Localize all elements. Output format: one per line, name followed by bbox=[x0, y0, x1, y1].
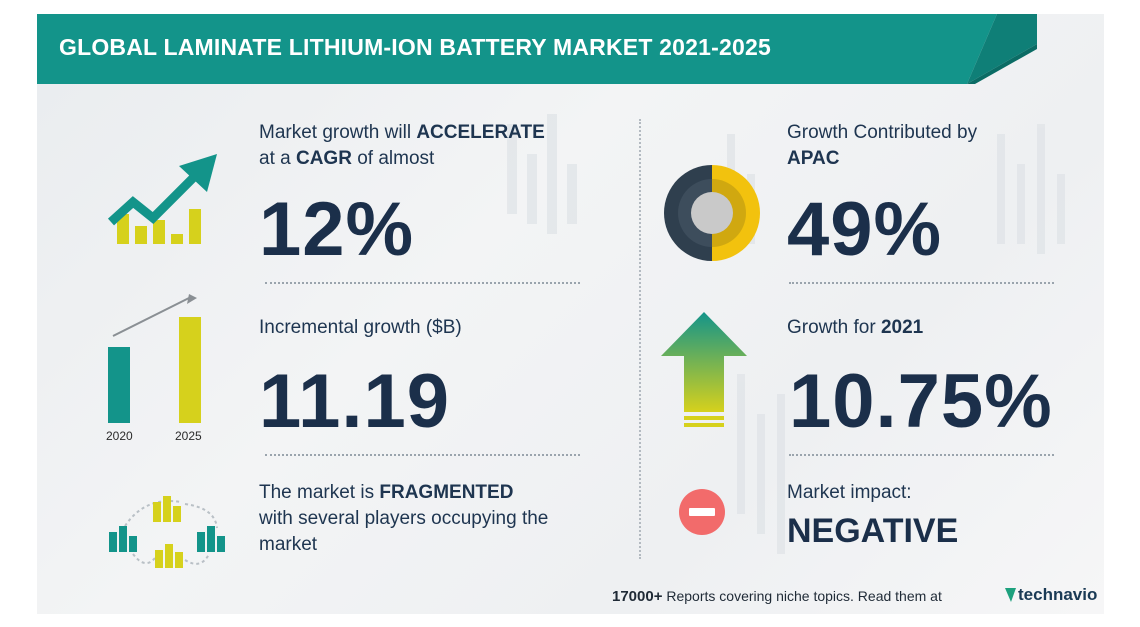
fragmented-caption: The market is FRAGMENTED with several pl… bbox=[259, 482, 549, 555]
bar-growth-icon bbox=[108, 294, 201, 423]
reports-count: 17000+ bbox=[612, 588, 663, 605]
infographic: GLOBAL LAMINATE LITHIUM-ION BATTERY MARK… bbox=[37, 14, 1104, 614]
technavio-leaf-icon bbox=[1005, 588, 1016, 602]
apac-value: 49% bbox=[787, 187, 943, 272]
row-divider-left-2 bbox=[265, 454, 580, 456]
apac-caption: Growth Contributed by APAC bbox=[787, 122, 978, 169]
donut-chart-icon bbox=[664, 165, 760, 261]
impact-caption: Market impact: bbox=[787, 482, 912, 503]
yoy-value: 10.75% bbox=[789, 359, 1053, 444]
cagr-value: 12% bbox=[259, 187, 415, 272]
trending-up-chart-icon bbox=[107, 154, 217, 244]
footer-text: 17000+ Reports covering niche topics. Re… bbox=[612, 588, 942, 605]
impact-value: NEGATIVE bbox=[787, 512, 959, 550]
page-title: GLOBAL LAMINATE LITHIUM-ION BATTERY MARK… bbox=[59, 34, 771, 60]
row-divider-left-1 bbox=[265, 282, 580, 284]
year-start-label: 2020 bbox=[106, 429, 133, 443]
yoy-caption: Growth for 2021 bbox=[787, 317, 924, 338]
cagr-caption: Market growth will ACCELERATE at a CAGR … bbox=[259, 122, 545, 169]
technavio-logo[interactable]: technavio bbox=[1002, 585, 1097, 605]
background-decoration bbox=[507, 114, 1065, 554]
footer-description: Reports covering niche topics. Read them… bbox=[666, 588, 942, 604]
minus-circle-icon bbox=[679, 489, 725, 535]
up-arrow-icon bbox=[661, 312, 747, 427]
incremental-caption: Incremental growth ($B) bbox=[259, 317, 462, 338]
brand-name: technavio bbox=[1018, 585, 1098, 604]
row-divider-right-2 bbox=[789, 454, 1054, 456]
buildings-network-icon bbox=[109, 496, 225, 568]
incremental-value: 11.19 bbox=[259, 359, 450, 444]
row-divider-right-1 bbox=[789, 282, 1054, 284]
title-banner bbox=[37, 14, 1037, 84]
year-end-label: 2025 bbox=[175, 429, 202, 443]
column-divider bbox=[639, 119, 641, 559]
